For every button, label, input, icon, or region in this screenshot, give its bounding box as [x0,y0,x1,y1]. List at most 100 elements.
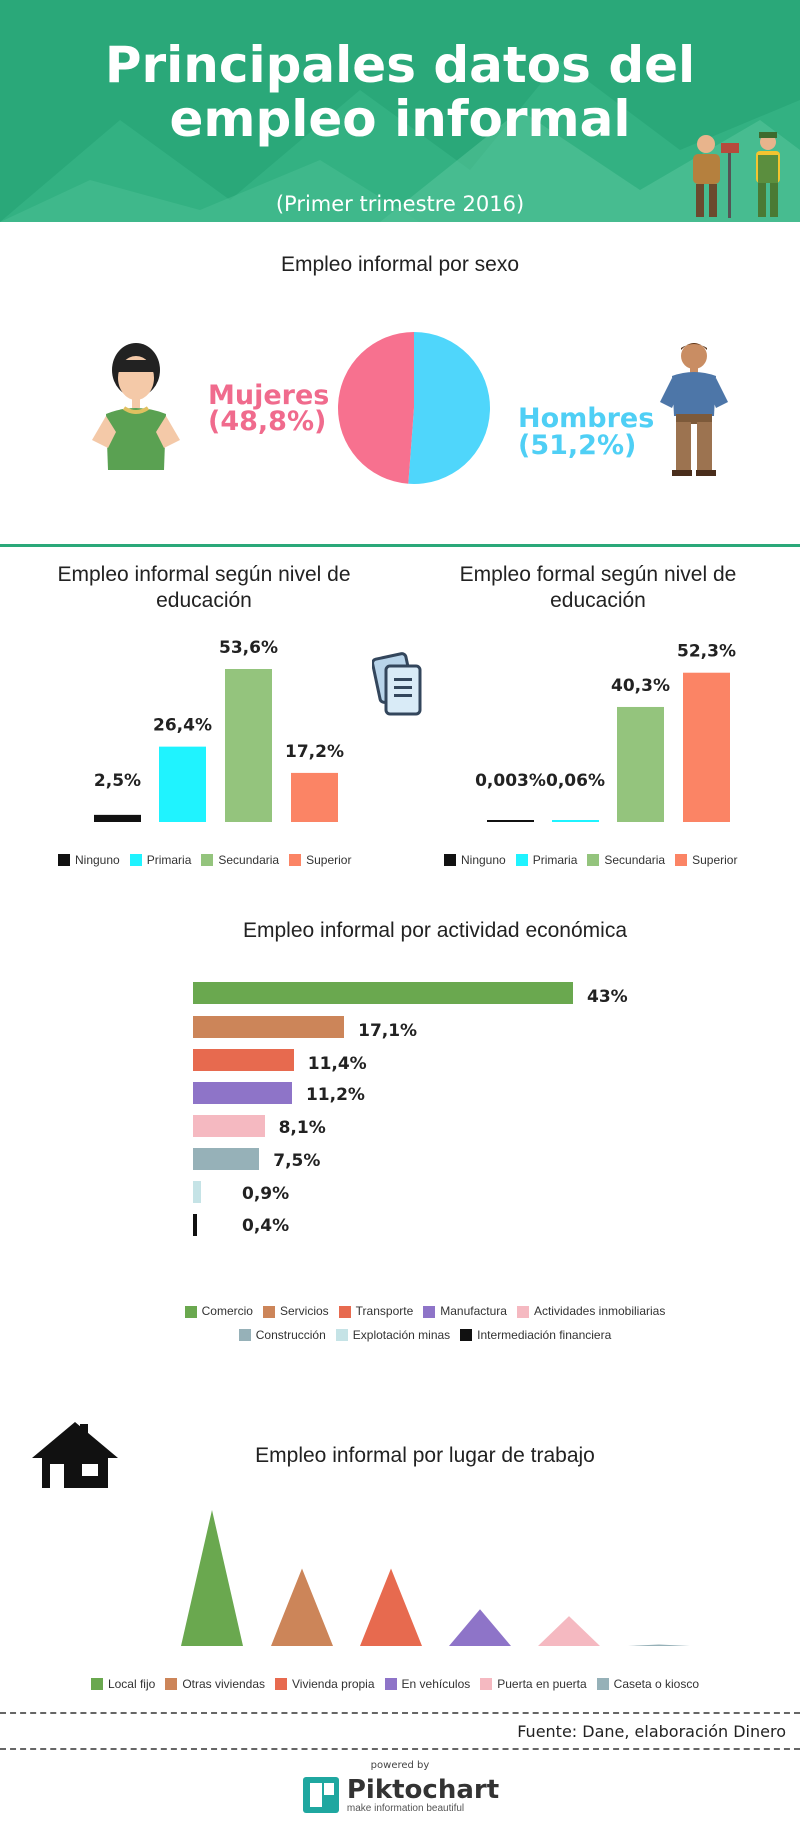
actividad-legend-row: Comercio Servicios Transporte Manufactura Ac… [0,1301,800,1325]
legend-label: Superior [306,853,352,867]
actividad-bar-manufactura [193,1082,292,1104]
legend-label: Caseta o kiosco [613,1677,700,1691]
formal-edu-legend-ninguno: Ninguno [444,853,506,867]
informal-edu-bar-secundaria [225,669,272,822]
legend-label: Primaria [532,853,578,867]
actividad-value-label: 17,1% [358,1021,418,1041]
legend-swatch [460,1329,473,1341]
piktochart-tagline: make information beautiful [346,1802,465,1814]
lugar-legend: Local fijo Otras viviendas Vivienda propia… [0,1677,800,1693]
page-title: Principales datos del empleo informal [104,36,696,148]
mujeres-value: (48,8%) [208,406,327,437]
legend-label: Comercio [201,1304,253,1318]
formal-edu-value-label: 0,06% [546,771,605,791]
actividad-legend-explotacion-minas: Explotación minas [335,1325,450,1346]
lugar-title: Empleo informal por lugar de trabajo [255,1444,595,1467]
informal-edu-legend-primaria: Primaria [129,853,192,867]
legend-swatch [165,1678,178,1690]
formal-edu-value-label: 40,3% [611,676,670,696]
informal-edu-bar-primaria [159,746,206,822]
actividad-bar-comercio [193,982,573,1004]
header-banner: Principales datos del empleo informal (P… [0,0,800,222]
formal-edu-value-label: 0,003% [475,771,546,791]
legend-swatch [90,1678,103,1690]
lugar-triangle-puerta-en-puerta [538,1616,600,1646]
lugar-triangle-vivienda-propia [360,1568,422,1646]
formal-edu-value-label: 52,3% [677,642,736,662]
informal-edu-title: Empleo informal según nivel de educación [57,563,351,612]
actividad-title: Empleo informal por actividad económica [242,919,628,942]
legend-swatch [516,1305,529,1318]
legend-swatch [184,1305,197,1318]
legend-label: Manufactura [440,1304,507,1318]
actividad-bar-explotacion-minas [193,1181,201,1203]
legend-label: Transporte [355,1304,414,1318]
actividad-legend-comercio: Comercio [184,1301,253,1322]
house-icon [32,1422,118,1488]
legend-label: Construcción [255,1327,326,1342]
hombres-label: Hombres [518,403,655,434]
legend-swatch [58,854,70,866]
legend-swatch [596,1678,609,1690]
informal-edu-bar-ninguno [94,814,141,822]
sexo-pie-chart [337,332,490,484]
legend-label: Primaria [146,853,192,867]
formal-edu-legend-superior: Superior [675,853,737,867]
formal-edu-bar-superior [683,672,730,822]
hombres-value: (51,2%) [518,430,637,461]
formal-edu-bar-ninguno [487,820,534,822]
informal-edu-legend: Ninguno Primaria Secundaria Superior [58,853,361,869]
page-subtitle: (Primer trimestre 2016) [275,192,525,216]
powered-by-text: powered by [370,1760,430,1771]
informal-edu-legend-ninguno: Ninguno [58,853,120,867]
informal-edu-legend-secundaria: Secundaria [201,853,279,867]
actividad-bar-transporte [193,1049,294,1071]
legend-swatch [480,1678,493,1690]
lugar-legend-otras-viviendas: Otras viviendas [165,1677,265,1691]
legend-swatch [275,1678,288,1690]
legend-swatch [515,854,528,866]
legend-label: Local fijo [107,1677,156,1691]
lugar-triangle-caseta-o-kiosco [628,1644,690,1646]
legend-swatch [238,1329,251,1341]
actividad-legend-intermediacion-financiera: Intermediación financiera [460,1325,611,1346]
actividad-value-label: 7,5% [273,1151,321,1171]
informal-edu-legend-superior: Superior [289,853,351,867]
footer-divider-bottom [0,1748,800,1750]
legend-swatch [201,854,214,866]
legend-swatch [444,854,456,866]
legend-swatch [675,854,688,866]
piktochart-badge[interactable]: powered by Piktochart make information b… [0,1760,800,1820]
mujeres-label: Mujeres [208,380,330,411]
actividad-legend-transporte: Transporte [338,1301,414,1322]
actividad-legend-construccion: Construcción [238,1325,326,1346]
legend-label: Otras viviendas [182,1677,266,1691]
actividad-value-label: 8,1% [278,1118,326,1138]
lugar-triangle-otras-viviendas [271,1568,333,1646]
legend-swatch [338,1305,351,1318]
informal-edu-value-label: 2,5% [94,771,141,791]
lugar-legend-puerta-en-puerta: Puerta en puerta [480,1677,587,1691]
lugar-triangle-en-vehiculos [449,1609,511,1646]
legend-swatch [587,854,600,866]
formal-edu-bar-primaria [552,820,599,822]
legend-swatch [289,854,302,866]
legend-label: Ninguno [75,853,120,867]
source-note: Fuente: Dane, elaboración Dinero [517,1722,786,1741]
lugar-triangle-chart [181,1510,690,1646]
header-mountains [0,60,800,222]
actividad-legend-manufactura: Manufactura [423,1301,507,1322]
actividad-value-label: 0,4% [242,1216,290,1236]
legend-label: Servicios [279,1304,329,1318]
legend-swatch [335,1329,348,1341]
pie-slice-hombres [408,332,490,484]
formal-edu-bar-secundaria [617,706,664,822]
workers-icon [693,132,780,218]
actividad-value-label: 11,2% [305,1085,365,1105]
legend-label: Actividades inmobiliarias [533,1304,666,1318]
actividad-legend-actividades-inmobiliarias: Actividades inmobiliarias [516,1301,666,1322]
legend-label: Intermediación financiera [477,1327,612,1342]
lugar-legend-en-vehiculos: En vehículos [384,1677,470,1691]
actividad-bar-actividades-inmobiliarias [193,1115,265,1137]
lugar-legend-caseta-o-kiosco: Caseta o kiosco [596,1677,700,1691]
